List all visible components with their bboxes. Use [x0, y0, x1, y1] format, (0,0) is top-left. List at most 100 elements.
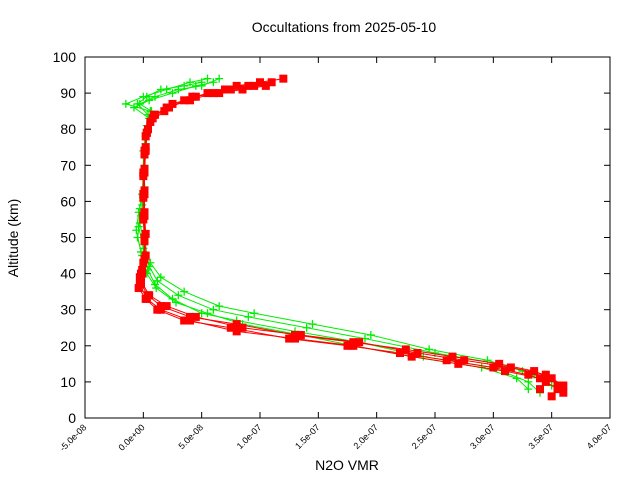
data-point: [524, 385, 533, 394]
data-point: [536, 385, 544, 394]
y-tick-label: 20: [60, 338, 76, 354]
data-point: [536, 374, 544, 383]
data-point: [203, 309, 212, 318]
data-point: [165, 103, 173, 112]
data-point: [141, 146, 150, 155]
data-point: [442, 356, 451, 365]
y-tick-label: 90: [60, 85, 76, 101]
y-tick-label: 0: [68, 410, 76, 426]
data-point: [244, 81, 253, 90]
data-point: [144, 291, 152, 300]
data-point: [501, 367, 509, 376]
data-point: [153, 276, 162, 285]
data-point: [151, 92, 159, 101]
data-point: [209, 305, 218, 314]
data-point: [355, 338, 364, 347]
data-point: [191, 312, 200, 321]
data-point: [156, 273, 165, 282]
y-axis-label: Altitude (km): [5, 199, 21, 278]
data-point: [221, 85, 229, 94]
data-point: [162, 302, 171, 311]
series-0: [121, 74, 556, 397]
data-layer: [121, 74, 568, 401]
data-point: [186, 312, 194, 321]
x-tick-label: 5.0e-08: [176, 422, 205, 451]
data-point: [174, 85, 183, 94]
data-point: [512, 374, 521, 383]
data-point: [296, 330, 305, 339]
data-point: [448, 352, 457, 361]
y-tick-label: 100: [53, 49, 77, 65]
y-tick-label: 60: [60, 193, 76, 209]
data-point: [133, 233, 142, 242]
data-point: [174, 291, 183, 300]
x-tick-label: 3.5e-07: [526, 422, 555, 451]
data-point: [250, 309, 259, 318]
data-point: [285, 334, 294, 343]
data-point: [401, 345, 410, 354]
y-tick-label: 40: [60, 266, 76, 282]
y-tick-label: 10: [60, 374, 76, 390]
data-point: [261, 81, 270, 90]
data-point: [168, 89, 177, 98]
data-point: [197, 81, 206, 90]
y-tick-label: 80: [60, 121, 76, 137]
data-point: [250, 81, 259, 90]
data-point: [180, 287, 189, 296]
data-point: [156, 302, 165, 311]
data-point: [279, 74, 288, 83]
data-point: [547, 392, 556, 401]
data-point: [559, 381, 568, 390]
x-tick-label: 3.0e-07: [468, 422, 497, 451]
data-point: [215, 74, 224, 83]
data-point: [142, 128, 151, 137]
data-point: [454, 359, 463, 368]
series-line: [135, 81, 541, 394]
data-point: [121, 99, 130, 108]
x-tick-label: 2.0e-07: [351, 422, 380, 451]
data-point: [162, 85, 171, 94]
x-tick-label: 0.0e+00: [116, 422, 146, 452]
data-point: [559, 388, 568, 397]
data-point: [308, 320, 317, 329]
data-point: [366, 330, 375, 339]
y-tick-label: 70: [60, 157, 76, 173]
data-point: [232, 320, 241, 329]
series-line: [138, 78, 547, 383]
data-point: [524, 377, 533, 386]
data-point: [137, 280, 145, 289]
chart-title: Occultations from 2025-05-10: [252, 19, 437, 35]
x-tick-label: 2.5e-07: [410, 422, 439, 451]
data-point: [226, 323, 235, 332]
data-point: [238, 323, 247, 332]
data-point: [215, 89, 224, 98]
data-point: [483, 356, 492, 365]
series-1: [134, 74, 568, 401]
data-point: [140, 233, 149, 242]
data-point: [343, 341, 352, 350]
data-point: [291, 330, 299, 339]
data-point: [160, 107, 169, 116]
data-point: [186, 78, 194, 87]
data-point: [530, 367, 539, 376]
data-point: [489, 363, 498, 372]
x-tick-label: 1.0e-07: [235, 422, 264, 451]
y-tick-label: 30: [60, 302, 76, 318]
data-point: [146, 117, 155, 126]
x-tick-label: 1.5e-07: [293, 422, 322, 451]
data-point: [152, 284, 161, 293]
data-point: [506, 363, 515, 372]
data-point: [302, 323, 311, 332]
data-point: [140, 190, 149, 199]
data-point: [547, 374, 556, 383]
data-point: [232, 81, 241, 90]
data-point: [130, 103, 138, 112]
data-point: [238, 85, 247, 94]
x-axis-label: N2O VMR: [315, 457, 379, 473]
data-point: [149, 110, 158, 119]
data-point: [209, 89, 218, 98]
data-point: [256, 78, 264, 87]
data-point: [425, 345, 434, 354]
data-point: [180, 316, 189, 325]
data-point: [267, 78, 276, 87]
